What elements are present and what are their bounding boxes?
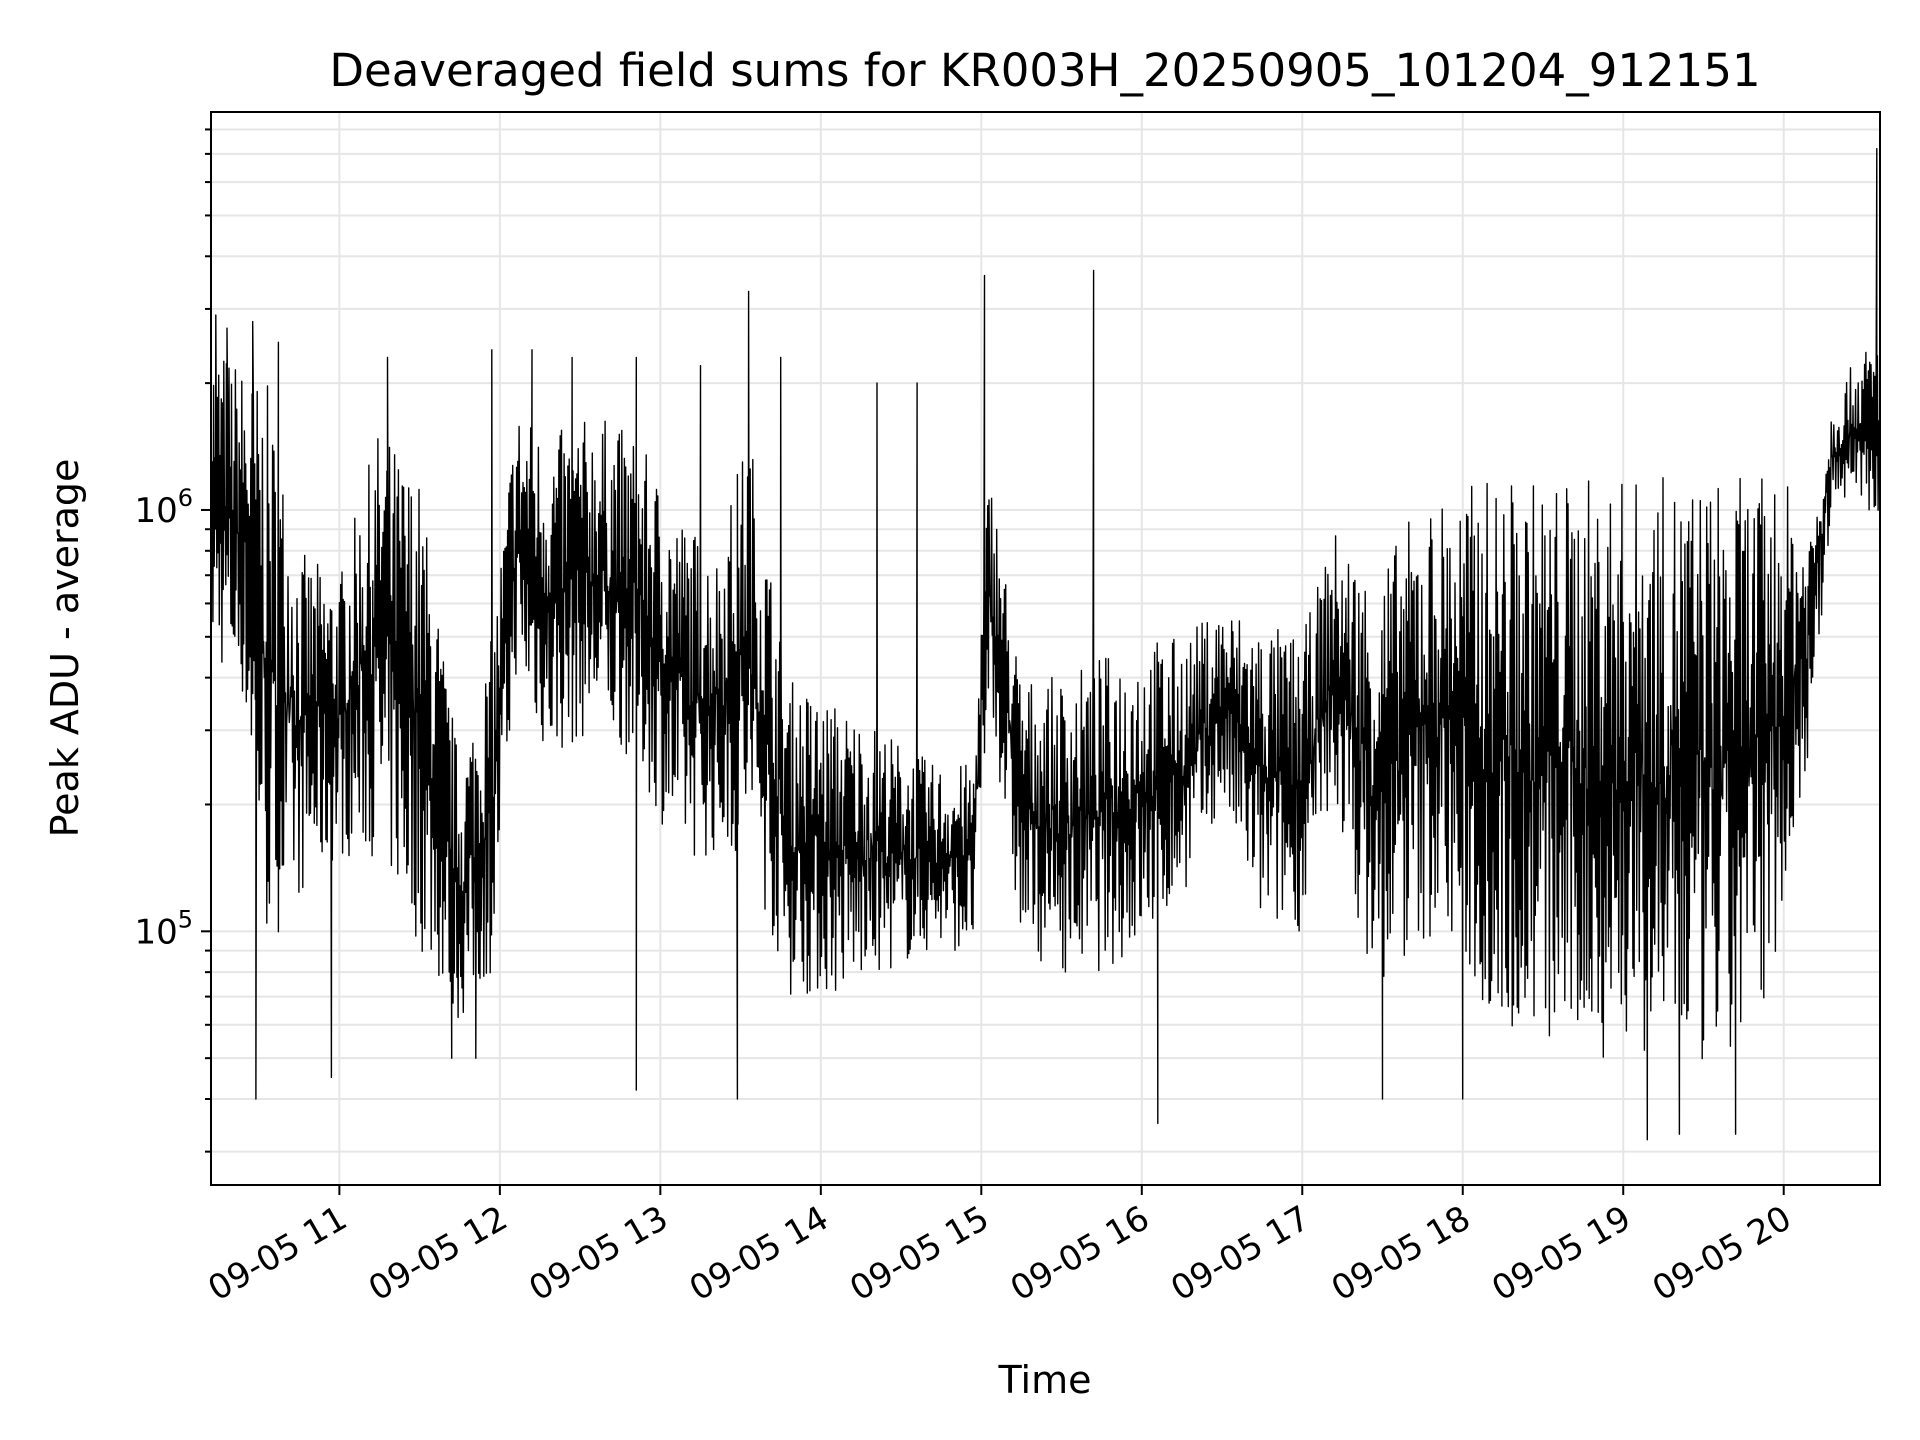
chart-title: Deaveraged field sums for KR003H_2025090… [329,44,1760,97]
series-line [210,148,1881,1141]
y-axis: 105 106 [134,128,211,1153]
plot-frame [210,111,1881,1186]
x-axis-label: Time [998,1358,1092,1402]
y-tick-label: 105 [134,905,193,952]
y-axis-label: Peak ADU - average [43,459,87,838]
data-series-line [210,148,1881,1141]
y-tick-label: 106 [134,484,193,531]
